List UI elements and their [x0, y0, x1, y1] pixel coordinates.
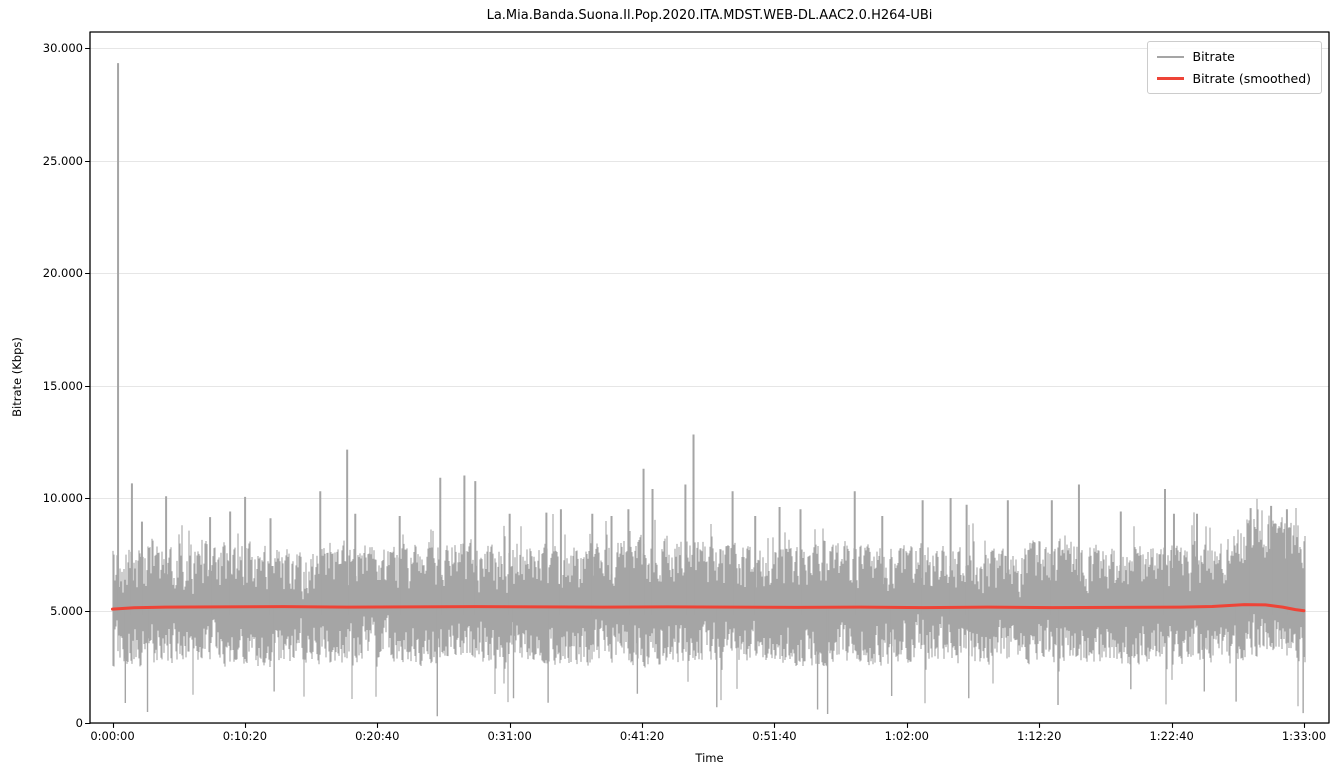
- legend-label-bitrate: Bitrate: [1192, 49, 1235, 64]
- x-tick-label: 0:41:20: [619, 729, 665, 743]
- y-axis-label: Bitrate (Kbps): [10, 337, 24, 417]
- x-tick-label: 0:10:20: [222, 729, 268, 743]
- y-tick-label: 20.000: [42, 266, 83, 280]
- legend-item-bitrate-smoothed: Bitrate (smoothed): [1156, 71, 1312, 86]
- y-tick-label: 30.000: [42, 41, 83, 55]
- y-tick-label: 5.000: [50, 603, 83, 618]
- x-tick-label: 1:22:40: [1149, 729, 1194, 743]
- x-tick-label: 0:00:00: [90, 729, 135, 743]
- bitrate-line-swatch-icon: [1156, 55, 1184, 58]
- x-axis-label: Time: [695, 751, 724, 765]
- x-tick-label: 0:31:00: [487, 729, 532, 743]
- y-tick-label: 0: [75, 716, 83, 730]
- y-tick-label: 15.000: [42, 378, 83, 393]
- x-tick-label: 1:33:00: [1281, 729, 1327, 743]
- x-tick-label: 0:20:40: [355, 729, 400, 743]
- chart-title: La.Mia.Banda.Suona.Il.Pop.2020.ITA.MDST.…: [486, 8, 933, 23]
- x-tick-label: 1:02:00: [884, 729, 929, 743]
- y-tick-label: 10.000: [42, 491, 83, 505]
- legend-label-bitrate-smoothed: Bitrate (smoothed): [1192, 71, 1312, 86]
- legend-item-bitrate: Bitrate: [1156, 49, 1312, 64]
- x-tick-label: 0:51:40: [752, 729, 797, 743]
- bitrate-smoothed-line-swatch-icon: [1156, 77, 1184, 80]
- x-tick-label: 1:12:20: [1017, 729, 1062, 743]
- legend: Bitrate Bitrate (smoothed): [1146, 41, 1322, 94]
- y-tick-label: 25.000: [42, 153, 83, 168]
